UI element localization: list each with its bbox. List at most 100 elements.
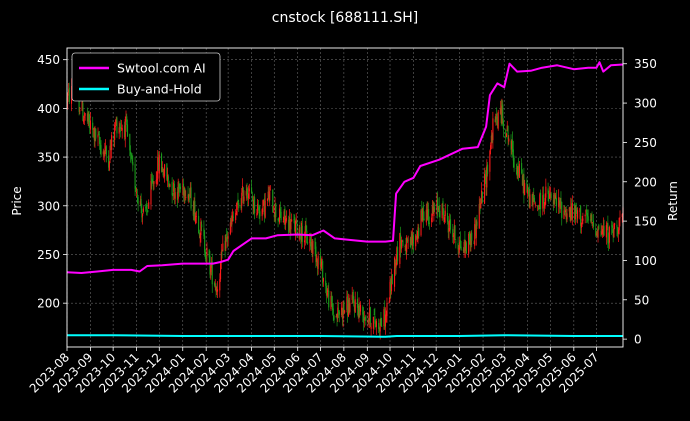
candle-body (331, 296, 333, 302)
candle-body (172, 193, 174, 195)
candle-body (342, 301, 344, 320)
candle-body (558, 200, 561, 207)
right-tick-label: 300 (634, 97, 657, 111)
candle-body (81, 101, 83, 111)
candle-body (157, 156, 159, 179)
candle-body (272, 189, 274, 212)
candle-body (499, 108, 502, 114)
candle-body (600, 230, 602, 237)
candle-body (142, 213, 144, 216)
candle-body (285, 217, 287, 221)
candle-body (321, 261, 323, 265)
candle-body (358, 305, 360, 318)
candle-body (407, 240, 409, 242)
candle-body (118, 127, 120, 134)
candle-body (374, 316, 376, 324)
candle-body (187, 194, 189, 199)
candle-body (522, 174, 524, 186)
candle-body (543, 194, 545, 205)
candle-body (67, 89, 70, 93)
candle-body (177, 181, 179, 199)
candle-body (446, 212, 449, 222)
candle-body (257, 203, 259, 214)
candle-body (474, 224, 477, 236)
candle-body (512, 149, 514, 161)
candle-body (252, 200, 254, 209)
candle-body (432, 207, 434, 214)
candle-body (327, 290, 329, 292)
candle-body (570, 206, 572, 221)
candle-body (400, 234, 402, 250)
candle-body (537, 204, 539, 208)
candle-body (82, 103, 84, 122)
candle-body (370, 326, 372, 330)
candle-body (325, 285, 328, 296)
candle-body (146, 209, 148, 210)
candle-body (253, 196, 255, 210)
candle-body (434, 207, 436, 209)
candle-body (400, 240, 402, 249)
candle-body (179, 186, 182, 190)
candle-body (511, 141, 513, 149)
candle-body (254, 197, 256, 213)
right-tick-label: 150 (634, 215, 657, 229)
candle-body (300, 236, 302, 240)
candle-body (290, 221, 292, 230)
candle-body (176, 192, 178, 201)
candle-body (531, 194, 533, 206)
candle-body (448, 227, 450, 232)
candle-body (105, 146, 107, 152)
candle-body (109, 145, 111, 161)
candle-body (95, 128, 97, 139)
candle-body (441, 203, 443, 219)
candle-body (487, 164, 489, 174)
candle-body (179, 186, 181, 190)
candle-body (596, 231, 598, 237)
candle-body (357, 307, 359, 317)
candle-body (606, 225, 608, 228)
candle-body (111, 135, 113, 150)
candle-body (343, 301, 345, 311)
candle-body (592, 220, 595, 227)
candle-body (194, 200, 196, 221)
candle-body (564, 209, 566, 214)
candle-body (336, 313, 338, 319)
candle-body (486, 165, 488, 188)
candle-body (298, 228, 300, 239)
candle-body (129, 133, 131, 151)
candle-body (193, 201, 195, 215)
candle-body (347, 299, 349, 317)
candle-body (134, 164, 136, 189)
candle-body (478, 204, 480, 229)
candle-body (506, 125, 508, 132)
return-series (66, 61, 624, 338)
candle-body (438, 205, 440, 213)
candle-body (147, 210, 149, 212)
candle-body (199, 235, 201, 238)
candle-body (352, 295, 354, 299)
candle-body (395, 262, 397, 268)
candle-body (294, 221, 297, 234)
candle-body (359, 304, 362, 312)
candle-body (220, 262, 222, 280)
candle-body (489, 151, 491, 172)
candle-body (267, 191, 269, 199)
candle-body (608, 241, 610, 245)
candle-body (119, 126, 121, 129)
candle-body (580, 205, 582, 226)
candle-body (553, 194, 555, 204)
candle-body (110, 147, 112, 149)
candle-body (303, 240, 306, 243)
candle-body (388, 301, 390, 304)
candle-body (544, 198, 546, 207)
candle-body (566, 213, 568, 220)
candle-body (569, 207, 571, 219)
candle-body (304, 226, 306, 238)
candle-body (565, 212, 567, 220)
candle-body (204, 252, 206, 259)
candle-body (269, 189, 272, 191)
candle-body (232, 215, 234, 222)
candle-body (533, 195, 535, 199)
candle-body (164, 164, 166, 177)
candle-body (595, 228, 597, 236)
